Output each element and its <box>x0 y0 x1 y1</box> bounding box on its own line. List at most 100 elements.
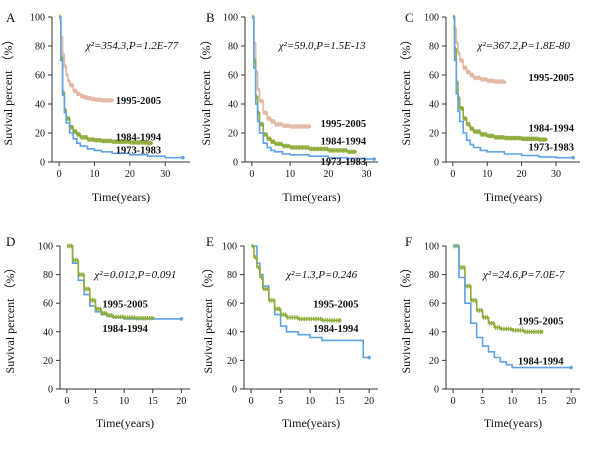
panel-letter: C <box>405 10 414 25</box>
panel-c: C 0 20 40 60 80 100 0 10 20 30 Suvival percent （%） T… <box>399 10 580 204</box>
survival-curve-1973-1983 <box>251 16 375 160</box>
y-tick-label: 0 <box>233 158 238 169</box>
y-tick-label: 80 <box>43 270 53 281</box>
panel-letter: D <box>6 234 15 249</box>
x-tick-label: 0 <box>451 396 456 407</box>
y-tick-label: 100 <box>223 13 238 24</box>
chi-square-annotation: χ²=1.3,P=0.246 <box>285 269 357 281</box>
series-label: 1984-1994 <box>116 132 162 143</box>
y-tick-label: 40 <box>43 327 53 338</box>
curve-end-point <box>337 318 342 323</box>
series-label: 1995-2005 <box>102 299 147 310</box>
y-tick-label: 40 <box>429 327 439 338</box>
series-label: 1984-1994 <box>321 137 367 148</box>
x-tick-label: 15 <box>335 396 345 407</box>
x-tick-label: 10 <box>89 169 99 180</box>
x-tick-label: 20 <box>125 169 135 180</box>
x-tick-label: 20 <box>517 169 527 180</box>
y-tick-label: 0 <box>232 385 237 396</box>
x-tick-label: 10 <box>507 396 517 407</box>
series-label: 1995-2005 <box>313 299 359 310</box>
chi-square-annotation: χ²=367.2,P=1.8E-80 <box>477 40 571 52</box>
y-tick-label: 20 <box>35 129 45 140</box>
y-tick-label: 0 <box>434 158 439 169</box>
survival-curve-1973-1983 <box>452 16 574 159</box>
panel-letter: E <box>206 234 214 249</box>
y-tick-label: 60 <box>429 71 439 82</box>
x-tick-label: 0 <box>249 396 254 407</box>
x-tick-label: 10 <box>285 169 295 180</box>
chi-square-annotation: χ²=24.6,P=7.0E-7 <box>482 269 565 281</box>
x-tick-label: 15 <box>148 396 158 407</box>
y-tick-label: 0 <box>48 385 53 396</box>
y-tick-label: 40 <box>227 327 237 338</box>
x-tick-label: 5 <box>93 396 98 407</box>
x-tick-label: 0 <box>64 396 69 407</box>
y-tick-label: 100 <box>38 242 53 253</box>
y-tick-label: 40 <box>228 100 238 111</box>
series-label: 1973-1983 <box>528 142 574 153</box>
x-tick-label: 30 <box>551 169 561 180</box>
curve-end-point <box>353 150 357 154</box>
y-axis-title: Suvival percent （%） <box>199 34 213 146</box>
curve-end-point <box>539 330 544 334</box>
x-tick-label: 20 <box>176 396 186 407</box>
y-tick-label: 80 <box>228 42 238 53</box>
x-axis-title: Time(years) <box>96 416 154 430</box>
x-axis-title: Time(years) <box>484 416 542 430</box>
y-tick-label: 0 <box>40 158 45 169</box>
survival-curve-1973-1983 <box>59 16 183 159</box>
curve-end-point <box>571 155 575 160</box>
x-axis-title: Time(years) <box>484 190 542 204</box>
panel-letter: F <box>405 234 412 249</box>
survival-curve-1984-1994 <box>251 16 356 153</box>
y-tick-label: 100 <box>424 13 439 24</box>
y-tick-label: 60 <box>43 299 53 310</box>
panel-d: D 0 20 40 60 80 100 0 5 10 15 20 Suvival percent （%）… <box>3 234 190 430</box>
y-tick-label: 20 <box>429 129 439 140</box>
curve-end-point <box>502 80 507 85</box>
y-tick-label: 20 <box>227 356 237 367</box>
x-tick-label: 20 <box>566 396 576 407</box>
y-tick-label: 100 <box>424 242 439 253</box>
y-axis-title: Suvival percent （%） <box>399 34 413 146</box>
series-label: 1984-1994 <box>518 357 564 368</box>
y-tick-label: 80 <box>227 270 237 281</box>
survival-curve-1984-1994 <box>59 16 152 144</box>
y-tick-label: 80 <box>35 42 45 53</box>
y-tick-label: 40 <box>429 100 439 111</box>
curve-end-point <box>150 316 155 321</box>
x-tick-label: 0 <box>450 169 455 180</box>
chi-square-annotation: χ²=0.012,P=0.091 <box>93 269 176 281</box>
x-tick-label: 30 <box>160 169 170 180</box>
series-label: 1984-1994 <box>528 124 574 135</box>
panel-letter: B <box>206 10 215 25</box>
x-tick-label: 5 <box>278 396 283 407</box>
y-axis-title: Suvival percent （%） <box>201 262 215 374</box>
x-tick-label: 10 <box>119 396 129 407</box>
panel-f: F 0 20 40 60 80 100 0 5 10 15 20 Suvival percent （%）… <box>399 234 580 430</box>
curve-end-point <box>149 141 153 145</box>
survival-curve-1995-2005 <box>59 16 113 102</box>
x-tick-label: 20 <box>323 169 333 180</box>
curve-end-point <box>543 137 548 142</box>
panel-e: E 0 20 40 60 80 100 0 5 10 15 20 Suvival percent （%）… <box>201 234 378 430</box>
panel-a: A 0 20 40 60 80 100 0 10 20 30 Suvival percent （%） T… <box>1 10 190 204</box>
curve-end-point <box>367 355 371 360</box>
series-label: 1995-2005 <box>116 96 162 107</box>
curve-end-point <box>307 124 312 129</box>
x-tick-label: 15 <box>537 396 547 407</box>
y-tick-label: 40 <box>35 100 45 111</box>
curve-end-point <box>181 155 185 160</box>
y-tick-label: 60 <box>227 299 237 310</box>
series-label: 1995-2005 <box>518 317 564 328</box>
series-label: 1995-2005 <box>321 119 367 130</box>
curve-end-point <box>110 98 114 103</box>
x-tick-label: 10 <box>482 169 492 180</box>
y-tick-label: 20 <box>429 356 439 367</box>
x-tick-label: 30 <box>362 169 372 180</box>
y-tick-label: 20 <box>228 129 238 140</box>
curve-end-point <box>179 317 184 321</box>
survival-curve-1984-1994 <box>453 245 572 369</box>
